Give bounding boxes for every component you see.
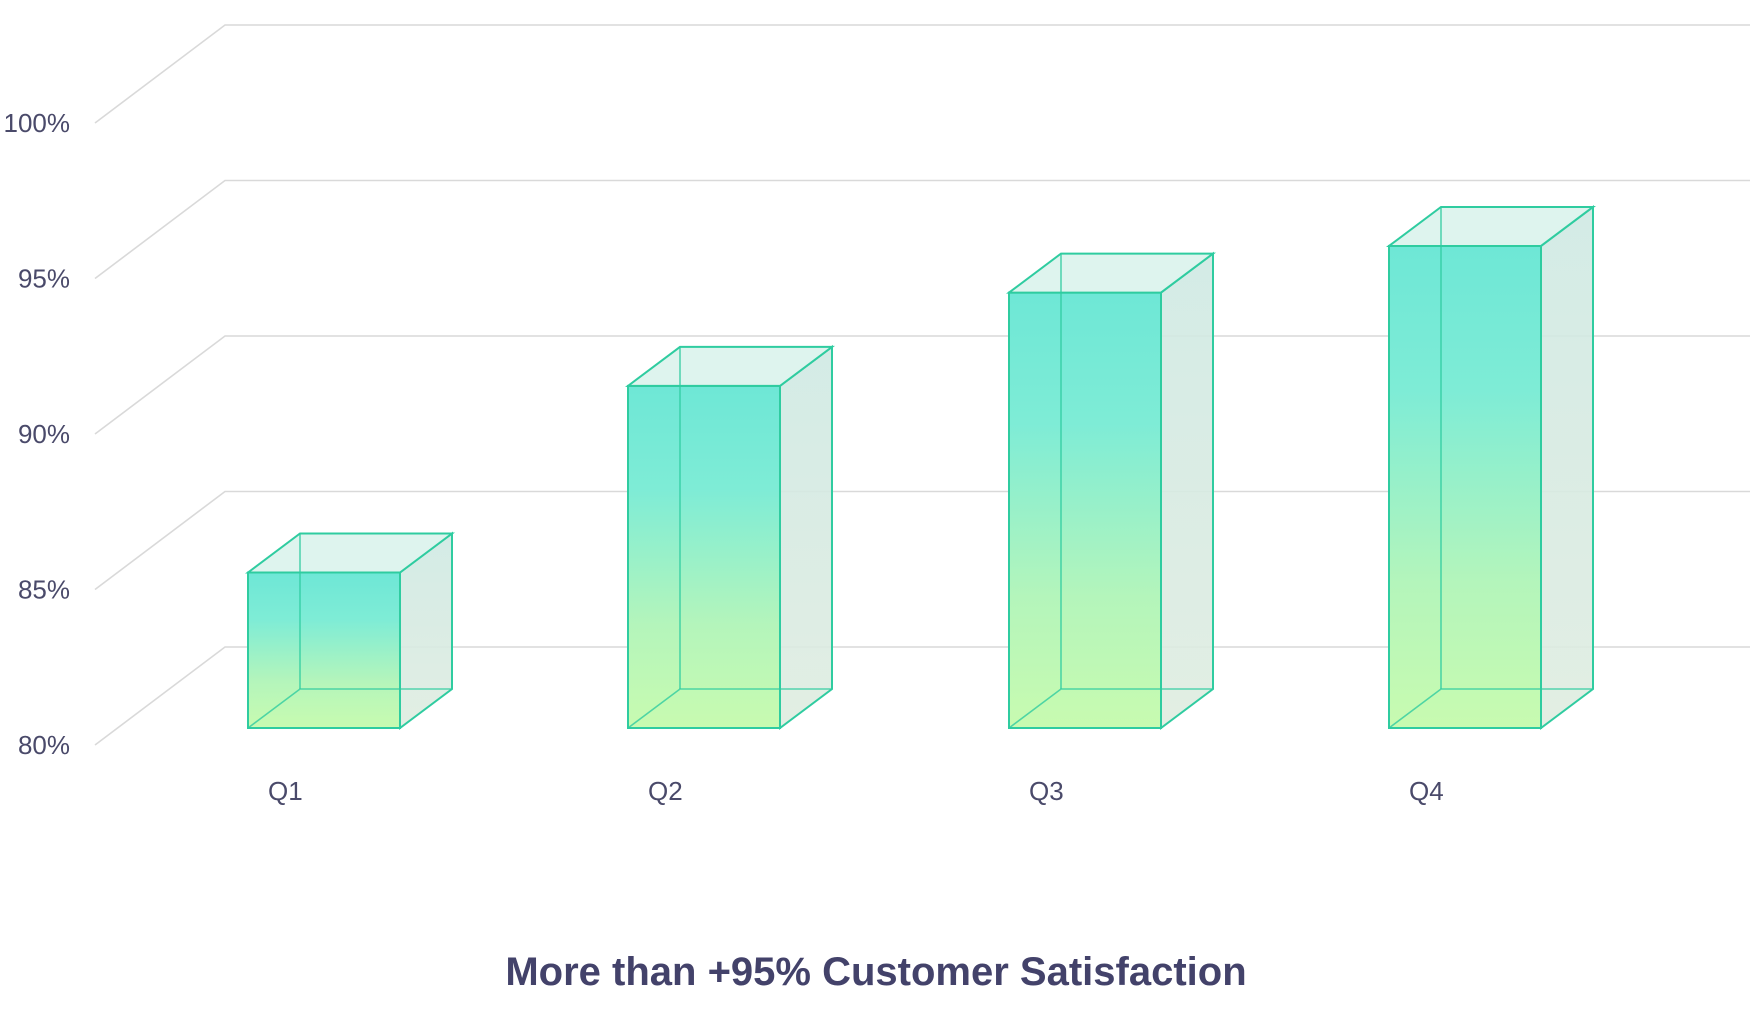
- bar-Q1: [245, 531, 455, 730]
- bar-front-face: [1388, 244, 1542, 729]
- bar-Q4: [1386, 204, 1596, 730]
- bar-top-face: [1386, 205, 1596, 247]
- bar-top-face: [1006, 252, 1216, 294]
- y-tick-label: 85%: [18, 575, 70, 605]
- bar-side-face: [1160, 251, 1214, 730]
- bar-front-face: [247, 571, 401, 729]
- bar-Q3: [1006, 251, 1216, 730]
- bar-front-face: [627, 384, 781, 729]
- gridlines: [94, 24, 1750, 746]
- y-tick-label: 100%: [4, 108, 71, 138]
- x-tick-label-Q3: Q3: [1029, 776, 1064, 806]
- chart-title: More than +95% Customer Satisfaction: [505, 950, 1247, 994]
- y-tick-label: 80%: [18, 730, 70, 760]
- bar-Q2: [625, 344, 835, 730]
- x-tick-label-Q1: Q1: [268, 776, 303, 806]
- y-tick-label: 90%: [18, 419, 70, 449]
- y-axis-ticks: 80% 85% 90% 95% 100%: [4, 108, 71, 760]
- bar-front-face: [1008, 291, 1162, 729]
- gridline-80: [94, 646, 1750, 746]
- bars: [245, 204, 1596, 730]
- bar-side-face: [779, 344, 833, 730]
- bar-top-face: [245, 532, 455, 574]
- gridline-85: [94, 490, 1750, 591]
- y-tick-label: 95%: [18, 264, 70, 294]
- gridline-90: [94, 335, 1750, 435]
- bar-side-face: [1540, 204, 1594, 730]
- x-axis-ticks: Q1 Q2 Q3 Q4: [268, 776, 1444, 806]
- bar-top-face: [625, 345, 835, 387]
- x-tick-label-Q4: Q4: [1409, 776, 1444, 806]
- gridline-100: [94, 24, 1750, 124]
- x-tick-label-Q2: Q2: [648, 776, 683, 806]
- gridline-95: [94, 179, 1750, 280]
